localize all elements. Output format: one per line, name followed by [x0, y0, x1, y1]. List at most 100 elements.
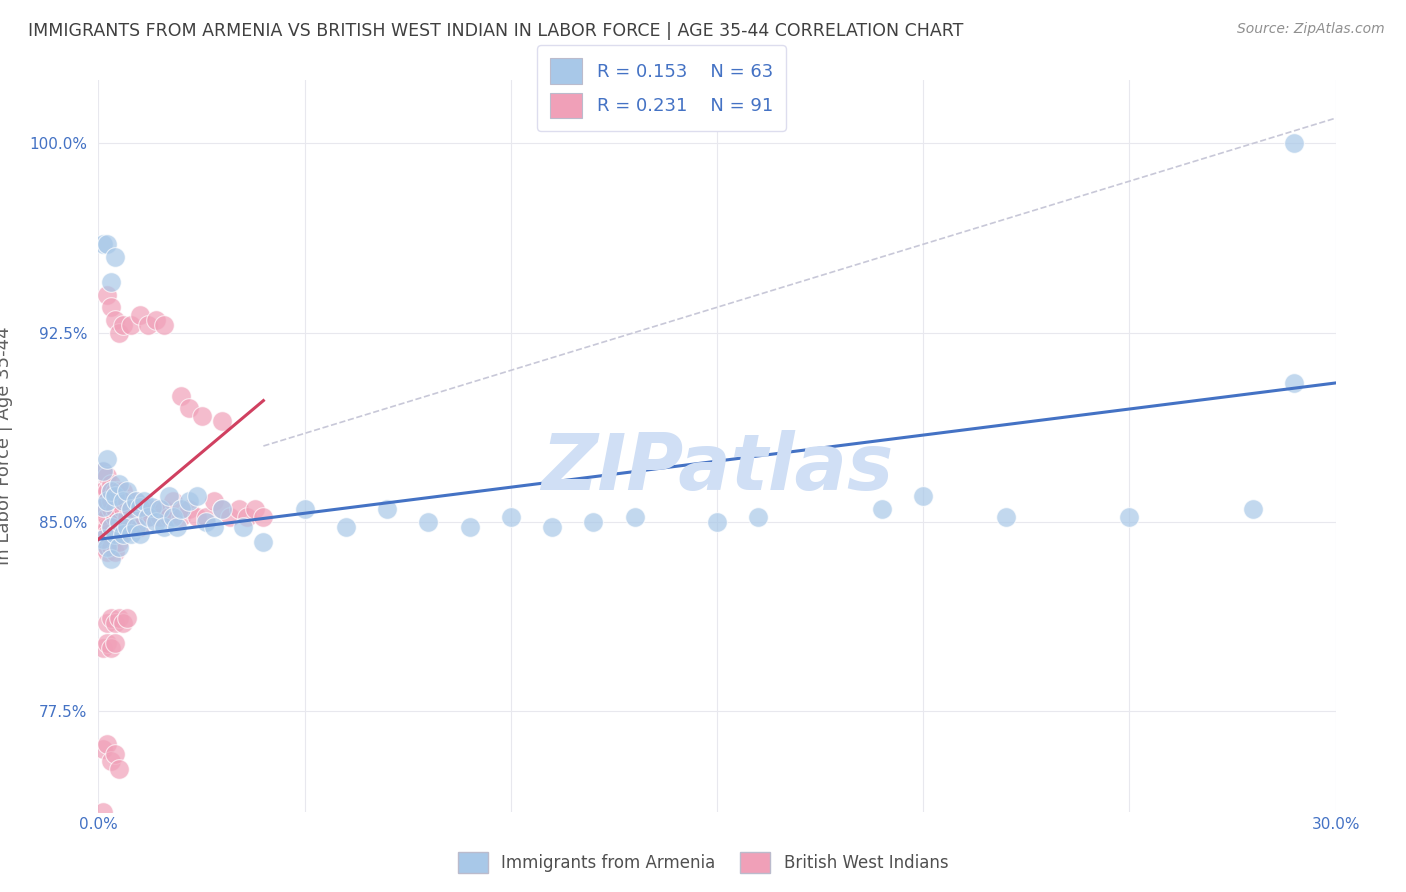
Point — [128, 519, 150, 533]
Point — [91, 805, 114, 819]
Point — [96, 636, 118, 650]
Point — [124, 509, 146, 524]
Point — [100, 519, 122, 533]
Point — [91, 237, 114, 252]
Point — [458, 519, 481, 533]
Point — [132, 494, 155, 508]
Point — [120, 519, 142, 533]
Point — [418, 515, 440, 529]
Y-axis label: In Labor Force | Age 35-44: In Labor Force | Age 35-44 — [0, 326, 13, 566]
Point — [104, 527, 127, 541]
Point — [1118, 509, 1140, 524]
Point — [104, 313, 127, 327]
Point — [232, 519, 254, 533]
Point — [136, 509, 159, 524]
Point — [100, 275, 122, 289]
Point — [112, 615, 135, 630]
Point — [124, 519, 146, 533]
Point — [100, 754, 122, 768]
Point — [108, 484, 131, 499]
Point — [91, 502, 114, 516]
Point — [186, 509, 208, 524]
Point — [870, 502, 893, 516]
Point — [96, 484, 118, 499]
Point — [104, 490, 127, 504]
Point — [96, 527, 118, 541]
Point — [96, 540, 118, 554]
Point — [132, 509, 155, 524]
Point — [252, 509, 274, 524]
Point — [112, 494, 135, 508]
Point — [108, 762, 131, 776]
Point — [104, 250, 127, 264]
Point — [541, 519, 564, 533]
Point — [706, 515, 728, 529]
Point — [120, 527, 142, 541]
Point — [104, 747, 127, 761]
Point — [117, 494, 139, 508]
Point — [100, 610, 122, 624]
Point — [96, 494, 118, 508]
Point — [170, 509, 193, 524]
Point — [211, 502, 233, 516]
Point — [128, 500, 150, 514]
Point — [96, 494, 118, 508]
Point — [100, 484, 122, 499]
Point — [1284, 376, 1306, 390]
Point — [108, 476, 131, 491]
Point — [91, 484, 114, 499]
Point — [117, 519, 139, 533]
Point — [96, 545, 118, 559]
Point — [96, 615, 118, 630]
Point — [211, 502, 233, 516]
Legend: Immigrants from Armenia, British West Indians: Immigrants from Armenia, British West In… — [451, 846, 955, 880]
Point — [100, 300, 122, 314]
Point — [96, 287, 118, 301]
Point — [179, 494, 201, 508]
Point — [202, 519, 225, 533]
Point — [108, 540, 131, 554]
Point — [128, 527, 150, 541]
Point — [112, 502, 135, 516]
Point — [194, 509, 217, 524]
Point — [91, 640, 114, 655]
Point — [120, 318, 142, 332]
Point — [91, 490, 114, 504]
Point — [112, 318, 135, 332]
Point — [211, 414, 233, 428]
Point — [162, 509, 184, 524]
Point — [91, 540, 114, 554]
Point — [104, 509, 127, 524]
Point — [104, 615, 127, 630]
Point — [179, 502, 201, 516]
Text: ZIPatlas: ZIPatlas — [541, 430, 893, 506]
Point — [108, 494, 131, 508]
Point — [145, 313, 167, 327]
Point — [141, 500, 163, 514]
Point — [747, 509, 769, 524]
Point — [136, 502, 159, 516]
Point — [1241, 502, 1264, 516]
Point — [157, 509, 180, 524]
Point — [202, 494, 225, 508]
Point — [170, 502, 193, 516]
Point — [104, 502, 127, 516]
Point — [120, 502, 142, 516]
Point — [100, 540, 122, 554]
Point — [228, 502, 250, 516]
Point — [294, 502, 316, 516]
Point — [375, 502, 398, 516]
Point — [149, 509, 172, 524]
Point — [170, 388, 193, 402]
Point — [499, 509, 522, 524]
Point — [243, 502, 266, 516]
Point — [124, 494, 146, 508]
Point — [120, 502, 142, 516]
Point — [112, 527, 135, 541]
Point — [190, 409, 212, 423]
Point — [96, 737, 118, 751]
Point — [117, 519, 139, 533]
Point — [252, 534, 274, 549]
Point — [912, 490, 935, 504]
Point — [104, 545, 127, 559]
